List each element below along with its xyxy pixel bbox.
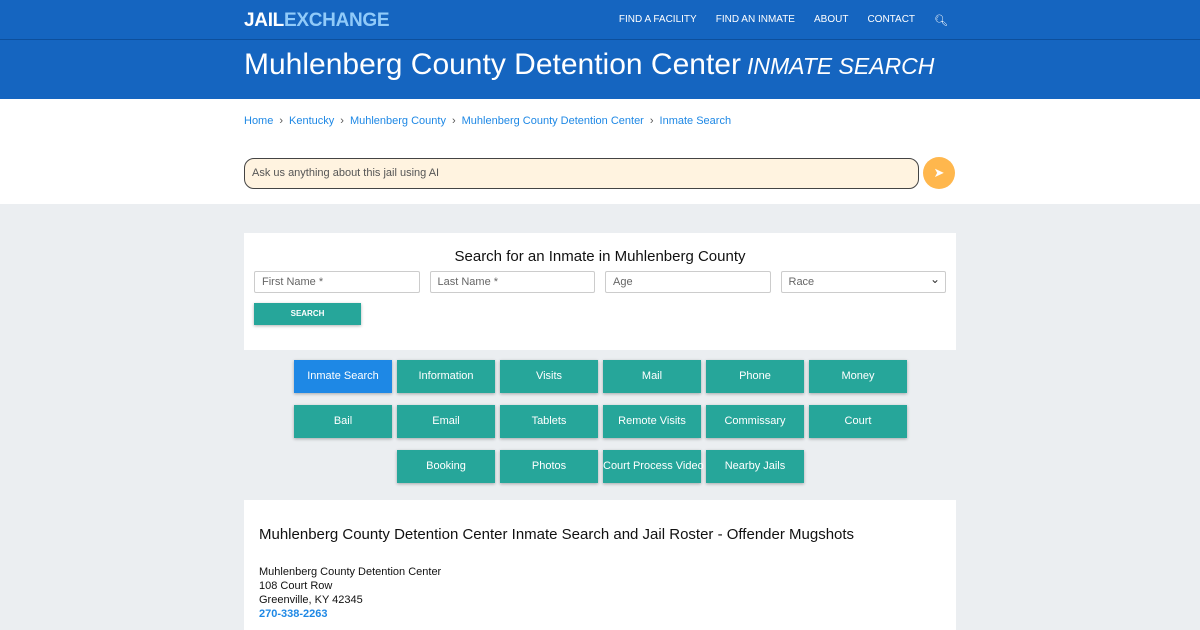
btn-remote-visits[interactable]: Remote Visits — [603, 405, 701, 438]
first-name-input[interactable]: First Name * — [254, 271, 420, 293]
btn-court-process-video[interactable]: Court Process Video — [603, 450, 704, 483]
top-nav: JAILEXCHANGE FIND A FACILITY FIND AN INM… — [0, 0, 1200, 40]
search-title: Search for an Inmate in Muhlenberg Count… — [454, 248, 746, 265]
btn-court[interactable]: Court — [809, 405, 907, 438]
btn-inmate-search[interactable]: Inmate Search — [294, 360, 392, 393]
btn-visits[interactable]: Visits — [500, 360, 598, 393]
paper-plane-icon[interactable]: ➤ — [923, 157, 955, 189]
breadcrumb-state[interactable]: Kentucky — [289, 115, 335, 127]
btn-money[interactable]: Money — [809, 360, 907, 393]
breadcrumb-current[interactable]: Inmate Search — [659, 115, 732, 127]
nav-find-facility[interactable]: FIND A FACILITY — [618, 14, 697, 25]
chevron-right-icon: › — [340, 115, 344, 127]
inmate-search-form: Search for an Inmate in Muhlenberg Count… — [244, 233, 956, 350]
logo-part: EXCHANGE — [283, 10, 390, 31]
btn-tablets[interactable]: Tablets — [500, 405, 598, 438]
breadcrumb-county[interactable]: Muhlenberg County — [349, 115, 446, 127]
btn-nearby-jails[interactable]: Nearby Jails — [706, 450, 804, 483]
title-subtitle: INMATE SEARCH — [746, 53, 935, 79]
hero-banner: Muhlenberg County Detention Center INMATE… — [0, 40, 1200, 99]
facility-info: Muhlenberg County Detention Center Inmat… — [244, 500, 956, 630]
logo[interactable]: JAILEXCHANGE — [244, 10, 390, 32]
btn-email[interactable]: Email — [397, 405, 495, 438]
info-heading: Muhlenberg County Detention Center Inmat… — [259, 526, 855, 543]
breadcrumb-facility[interactable]: Muhlenberg County Detention Center — [461, 115, 644, 127]
facility-phone[interactable]: 270-338-2263 — [259, 608, 328, 620]
title-text: Muhlenberg County Detention Center — [244, 48, 741, 81]
breadcrumb: Home › Kentucky › Muhlenberg County › Muhle… — [244, 115, 731, 127]
ai-question-input[interactable]: Ask us anything about this jail using AI — [244, 158, 919, 189]
btn-information[interactable]: Information — [397, 360, 495, 393]
btn-mail[interactable]: Mail — [603, 360, 701, 393]
chevron-right-icon: › — [451, 115, 456, 127]
nav-find-inmate[interactable]: FIND AN INMATE — [715, 14, 795, 25]
nav-about[interactable]: ABOUT — [813, 14, 849, 25]
race-select[interactable]: Race — [780, 271, 946, 293]
btn-bail[interactable]: Bail — [294, 405, 392, 438]
btn-commissary[interactable]: Commissary — [706, 405, 804, 438]
btn-booking[interactable]: Booking — [397, 450, 495, 483]
facility-city: Greenville, KY 42345 — [259, 594, 363, 606]
page-title: Muhlenberg County Detention Center INMATE… — [244, 48, 934, 82]
search-button[interactable]: SEARCH — [254, 303, 361, 325]
logo-part: JAIL — [244, 10, 284, 31]
chevron-right-icon: › — [279, 115, 284, 127]
facility-name: Muhlenberg County Detention Center — [259, 566, 442, 578]
last-name-input[interactable]: Last Name * — [429, 271, 595, 293]
btn-photos[interactable]: Photos — [500, 450, 598, 483]
nav-contact[interactable]: CONTACT — [867, 14, 916, 25]
chevron-right-icon: › — [649, 115, 654, 127]
age-input[interactable]: Age — [605, 271, 771, 293]
section-buttons: Inmate Search Information Visits Mail Ph… — [244, 360, 957, 483]
btn-phone[interactable]: Phone — [706, 360, 804, 393]
search-icon[interactable]: 🔍︎ — [934, 15, 948, 27]
facility-street: 108 Court Row — [259, 580, 333, 592]
breadcrumb-home[interactable]: Home — [244, 115, 274, 127]
